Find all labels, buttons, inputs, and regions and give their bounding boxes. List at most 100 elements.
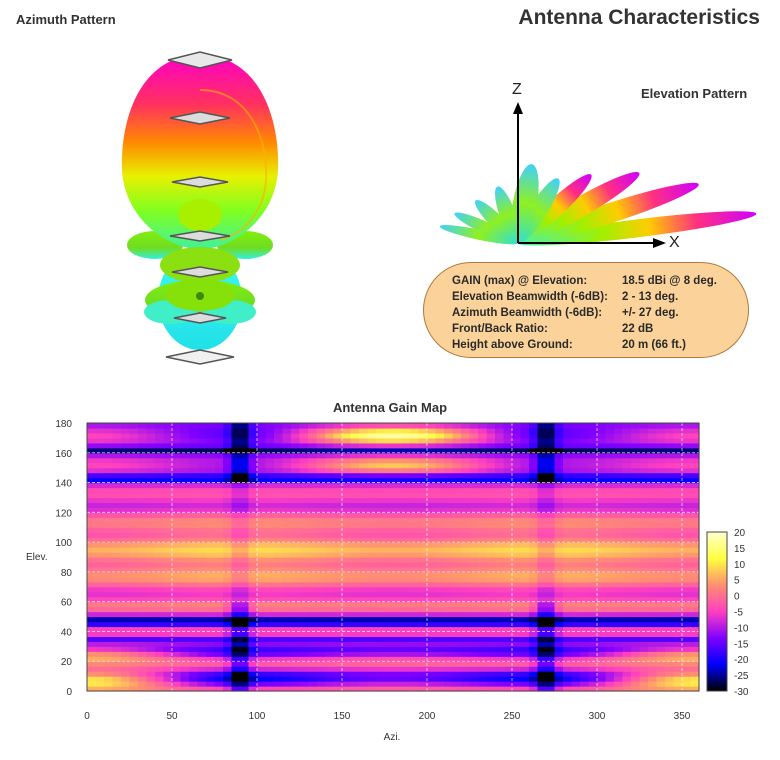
heatmap-cell bbox=[401, 566, 411, 573]
heatmap-cell bbox=[308, 507, 318, 513]
heatmap-cell bbox=[537, 452, 547, 459]
heatmap-cell bbox=[631, 661, 641, 667]
heatmap-cell bbox=[146, 557, 156, 563]
heatmap-cell bbox=[104, 492, 114, 499]
heatmap-cell bbox=[359, 477, 369, 484]
heatmap-cell bbox=[478, 686, 488, 692]
heatmap-cell bbox=[563, 527, 573, 533]
heatmap-cell bbox=[537, 641, 547, 647]
heatmap-cell bbox=[631, 467, 641, 474]
heatmap-cell bbox=[104, 631, 114, 637]
heatmap-cell bbox=[435, 442, 445, 449]
heatmap-cell bbox=[197, 656, 207, 662]
heatmap-cell bbox=[495, 591, 505, 598]
heatmap-cell bbox=[393, 646, 403, 652]
heatmap-cell bbox=[469, 651, 479, 657]
heatmap-cell bbox=[401, 631, 411, 637]
heatmap-cell bbox=[495, 636, 505, 642]
heatmap-cell bbox=[639, 616, 649, 623]
heatmap-cell bbox=[265, 442, 275, 449]
heatmap-cell bbox=[520, 507, 530, 513]
heatmap-cell bbox=[104, 586, 114, 593]
heatmap-cell bbox=[121, 437, 131, 444]
heatmap-cell bbox=[444, 487, 454, 494]
heatmap-cell bbox=[563, 591, 573, 598]
heatmap-cell bbox=[418, 671, 428, 677]
heatmap-cell bbox=[146, 542, 156, 548]
heatmap-cell bbox=[155, 507, 165, 513]
heatmap-cell bbox=[172, 686, 182, 692]
heatmap-cell bbox=[95, 611, 105, 618]
heatmap-cell bbox=[690, 616, 700, 623]
heatmap-cell bbox=[121, 507, 131, 513]
heatmap-cell bbox=[529, 542, 539, 548]
heatmap-cell bbox=[138, 482, 148, 489]
colorbar-tick-label: -20 bbox=[734, 655, 749, 666]
heatmap-cell bbox=[503, 432, 513, 439]
heatmap-cell bbox=[104, 512, 114, 518]
heatmap-cell bbox=[189, 542, 199, 548]
heatmap-cell bbox=[197, 621, 207, 628]
heatmap-cell bbox=[648, 432, 658, 439]
heatmap-cell bbox=[614, 512, 624, 518]
heatmap-cell bbox=[384, 676, 394, 682]
heatmap-cell bbox=[223, 557, 233, 563]
info-value: +/- 27 deg. bbox=[622, 307, 679, 319]
heatmap-cell bbox=[359, 492, 369, 499]
heatmap-cell bbox=[656, 423, 666, 429]
heatmap-cell bbox=[444, 552, 454, 558]
heatmap-cell bbox=[461, 497, 471, 503]
heatmap-cell bbox=[384, 512, 394, 518]
heatmap-cell bbox=[214, 666, 224, 672]
heatmap-cell bbox=[461, 661, 471, 667]
heatmap-cell bbox=[95, 676, 105, 682]
heatmap-cell bbox=[342, 482, 352, 489]
heatmap-cell bbox=[614, 656, 624, 662]
heatmap-cell bbox=[87, 517, 97, 523]
heatmap-cell bbox=[291, 537, 301, 543]
heatmap-cell bbox=[401, 527, 411, 533]
heatmap-cell bbox=[597, 671, 607, 677]
heatmap-cell bbox=[146, 547, 156, 553]
heatmap-cell bbox=[656, 636, 666, 642]
heatmap-cell bbox=[95, 686, 105, 692]
heatmap-cell bbox=[588, 517, 598, 523]
y-tick-label: 60 bbox=[61, 598, 73, 609]
heatmap-cell bbox=[461, 586, 471, 593]
heatmap-cell bbox=[597, 611, 607, 618]
heatmap-cell bbox=[427, 611, 437, 618]
heatmap-cell bbox=[146, 532, 156, 538]
heatmap-cell bbox=[495, 527, 505, 533]
heatmap-cell bbox=[401, 557, 411, 563]
heatmap-cell bbox=[520, 497, 530, 503]
heatmap-cell bbox=[316, 631, 326, 637]
heatmap-cell bbox=[180, 557, 190, 563]
heatmap-cell bbox=[282, 532, 292, 538]
heatmap-cell bbox=[87, 487, 97, 494]
heatmap-cell bbox=[486, 631, 496, 637]
heatmap-cell bbox=[129, 557, 139, 563]
heatmap-cell bbox=[316, 452, 326, 459]
heatmap-cell bbox=[155, 621, 165, 628]
heatmap-cell bbox=[163, 532, 173, 538]
heatmap-cell bbox=[656, 666, 666, 672]
heatmap-cell bbox=[265, 631, 275, 637]
heatmap-cell bbox=[138, 576, 148, 583]
heatmap-cell bbox=[308, 427, 318, 434]
heatmap-cell bbox=[461, 482, 471, 489]
heatmap-cell bbox=[554, 681, 564, 687]
heatmap-cell bbox=[580, 457, 590, 464]
heatmap-cell bbox=[580, 452, 590, 459]
heatmap-cell bbox=[95, 452, 105, 459]
heatmap-cell bbox=[588, 423, 598, 429]
heatmap-cell bbox=[231, 502, 241, 508]
heatmap-cell bbox=[503, 586, 513, 593]
heatmap-cell bbox=[673, 542, 683, 548]
heatmap-cell bbox=[469, 626, 479, 633]
heatmap-cell bbox=[299, 442, 309, 449]
heatmap-cell bbox=[274, 557, 284, 563]
heatmap-cell bbox=[112, 447, 122, 454]
heatmap-cell bbox=[308, 611, 318, 618]
heatmap-cell bbox=[197, 646, 207, 652]
heatmap-cell bbox=[333, 457, 343, 464]
